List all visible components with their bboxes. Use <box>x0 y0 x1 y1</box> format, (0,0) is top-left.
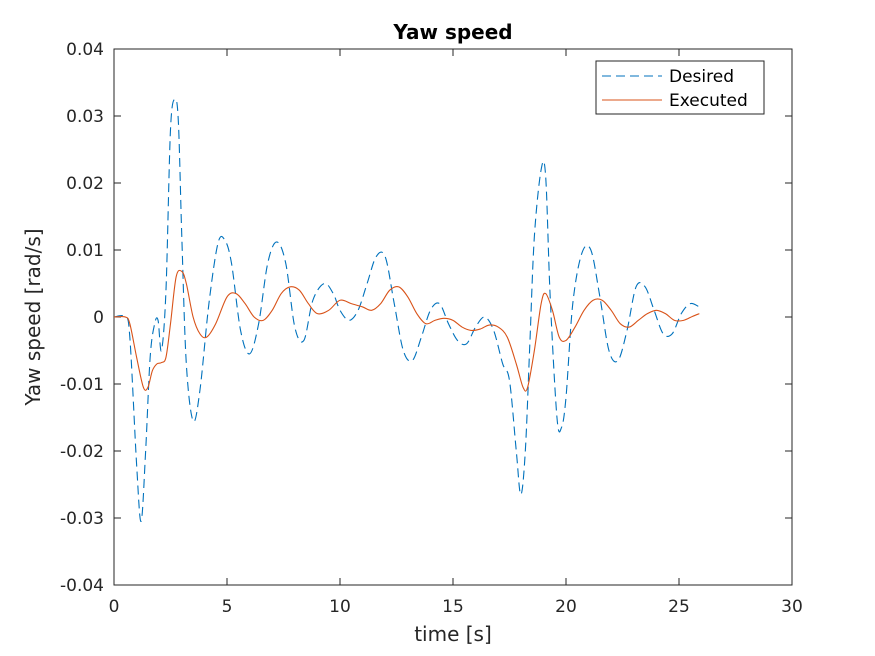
legend: Desired Executed <box>595 60 765 115</box>
x-tick-label: 25 <box>668 597 690 617</box>
x-axis-label: time [s] <box>414 622 492 646</box>
y-tick-label: 0.03 <box>66 107 104 127</box>
legend-label-executed: Executed <box>669 91 748 111</box>
x-tick-label: 10 <box>329 597 351 617</box>
y-tick-label: -0.02 <box>60 442 104 462</box>
x-tick-label: 30 <box>781 597 803 617</box>
chart-title: Yaw speed <box>392 20 512 44</box>
y-tick-label: 0.02 <box>66 174 104 194</box>
series-line-executed <box>113 269 700 392</box>
y-tick-label: 0.01 <box>66 241 104 261</box>
plot-area <box>113 48 793 586</box>
y-axis-label: Yaw speed [rad/s] <box>21 228 45 406</box>
tick-labels: 0 5 10 15 20 25 30 -0.04 -0.03 -0.02 -0.01 0 0.01 0.0… <box>60 40 803 617</box>
x-tick-label: 0 <box>109 597 120 617</box>
x-tick-label: 15 <box>442 597 464 617</box>
y-tick-label: 0 <box>93 308 104 328</box>
legend-box <box>595 60 765 115</box>
x-tick-label: 20 <box>555 597 577 617</box>
x-tick-label: 5 <box>222 597 233 617</box>
y-tick-label: -0.03 <box>60 509 104 529</box>
legend-label-desired: Desired <box>669 67 734 87</box>
axis-ticks <box>113 48 793 586</box>
series-layer <box>113 98 700 522</box>
y-tick-label: 0.04 <box>66 40 104 60</box>
y-tick-label: -0.04 <box>60 576 104 596</box>
series-line-desired <box>113 98 700 522</box>
y-tick-label: -0.01 <box>60 375 104 395</box>
